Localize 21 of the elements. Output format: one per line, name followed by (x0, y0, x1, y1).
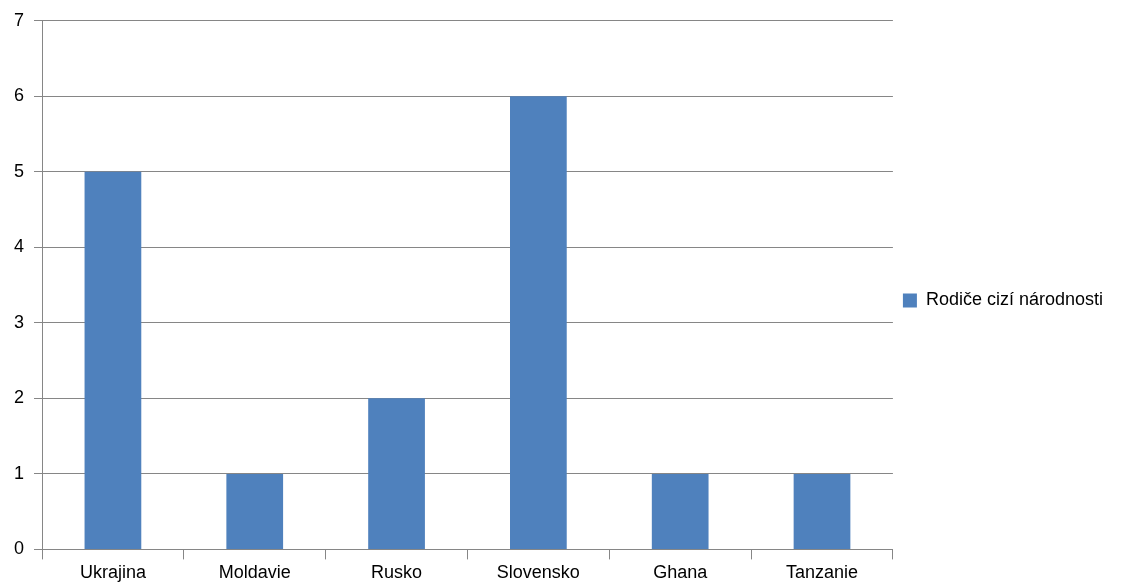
y-tick-label: 7 (14, 9, 25, 30)
y-tick-label: 0 (14, 538, 25, 559)
x-tick-label: Rusko (371, 562, 423, 583)
bar (84, 171, 142, 549)
bar (368, 398, 425, 549)
y-tick-label: 2 (14, 387, 25, 408)
y-tick-label: 3 (14, 311, 25, 332)
y-tick-label: 4 (14, 236, 25, 257)
x-tick-label: Moldavie (218, 562, 291, 583)
x-tick-label: Slovensko (496, 562, 580, 583)
bar (226, 473, 284, 549)
bar (793, 473, 851, 549)
bar (510, 96, 567, 549)
y-tick-label: 6 (14, 85, 25, 106)
y-tick-label: 5 (14, 160, 25, 181)
x-tick-label: Ghana (653, 562, 709, 583)
y-tick-label: 1 (14, 462, 25, 483)
x-tick-label: Ukrajina (79, 562, 147, 583)
legend-label: Rodiče cizí národnosti (925, 289, 1103, 310)
bar (651, 473, 709, 549)
x-tick-label: Tanzanie (785, 562, 859, 583)
